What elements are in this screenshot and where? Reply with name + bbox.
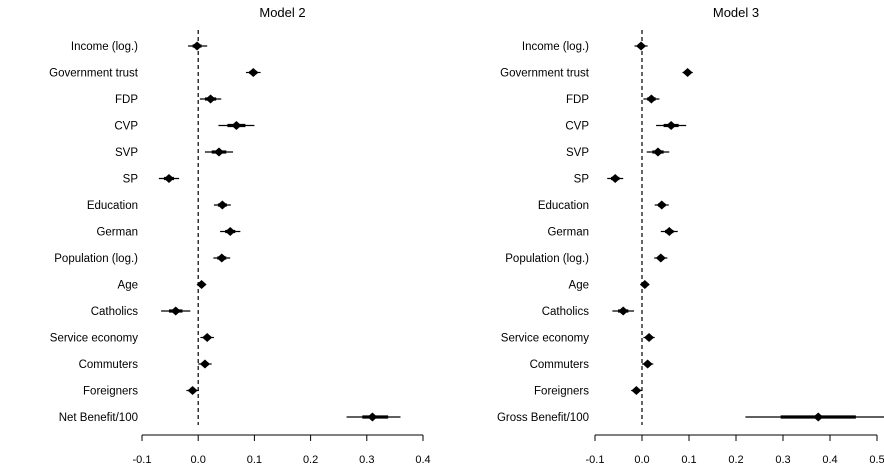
model-2-x-tick-label: 0.2: [303, 454, 318, 466]
model-3-x-tick-label: 0.5: [869, 454, 884, 466]
model-2-commuters-label: Commuters: [79, 359, 139, 371]
model-2-service-economy-point-estimate: [202, 333, 213, 342]
model-3-government-trust-label: Government trust: [500, 68, 590, 80]
model-3-foreigners-point-estimate: [631, 386, 642, 395]
model-3-cvp-label: CVP: [565, 121, 589, 133]
model-3-government-trust-point-estimate: [682, 68, 693, 77]
model-3-x-tick-label: 0.4: [822, 454, 837, 466]
model-3-income-log-point-estimate: [636, 41, 647, 51]
model-2-fdp-point-estimate: [205, 94, 216, 104]
model-2-x-axis: -0.1 0.0 0.1 0.2 0.3 0.4: [133, 434, 431, 466]
model-3-gross-benefit-100-label: Gross Benefit/100: [497, 412, 589, 424]
model-2-variable-labels: Income (log.) Government trust FDP CVP SVP SP…: [49, 41, 139, 424]
model-2-foreigners-label: Foreigners: [83, 386, 138, 398]
model-3-x-tick-label: -0.1: [586, 454, 605, 466]
model-3-service-economy-label: Service economy: [501, 333, 589, 345]
model-2-fdp-label: FDP: [115, 94, 138, 106]
model-2-income-log-point-estimate: [192, 41, 203, 51]
model-3-x-tick-label: 0.3: [775, 454, 790, 466]
model-3-service-economy-point-estimate: [644, 333, 655, 342]
model-3-cvp-point-estimate: [666, 121, 677, 130]
model-3-education-point-estimate: [656, 200, 667, 210]
model-2-population-log-point-estimate: [216, 253, 227, 263]
model-2-german-point-estimate: [225, 227, 236, 236]
model-3-catholics-label: Catholics: [542, 306, 590, 318]
model-2-x-tick-label: -0.1: [133, 454, 152, 466]
model-2-government-trust-point-estimate: [248, 68, 259, 77]
model-3-sp-label: SP: [574, 174, 590, 186]
model-2-net-benefit-100-label: Net Benefit/100: [59, 412, 138, 424]
model-3-x-tick-label: 0.1: [681, 454, 696, 466]
model-2-sp-point-estimate: [163, 174, 174, 183]
model-3-estimates: [607, 41, 884, 422]
model-3-german-label: German: [547, 227, 589, 239]
model-3-german-point-estimate: [664, 227, 675, 236]
model-2-cvp-point-estimate: [231, 121, 242, 130]
model-3-fdp-point-estimate: [646, 94, 657, 104]
model-2-estimates: [158, 41, 401, 422]
model-3-x-tick-label: 0.2: [728, 454, 743, 466]
model-2-foreigners-point-estimate: [187, 386, 198, 395]
model-2-x-tick-label: 0.4: [415, 454, 430, 466]
model-2-x-tick-label: 0.1: [247, 454, 262, 466]
model-2-cvp-label: CVP: [114, 121, 138, 133]
model-3-variable-labels: Income (log.) Government trust FDP CVP SVP SP…: [497, 41, 590, 424]
model-2-svp-point-estimate: [213, 147, 224, 157]
model-2-government-trust-label: Government trust: [49, 68, 139, 80]
model-3-svp-point-estimate: [652, 147, 663, 157]
model-2-net-benefit-100-point-estimate: [367, 412, 378, 422]
model-3-foreigners-label: Foreigners: [534, 386, 589, 398]
model-3-panel: Model 3 Income (log.) Government trust FDP…: [497, 5, 884, 466]
model-3-commuters-point-estimate: [642, 359, 653, 369]
model-3-income-log-label: Income (log.): [522, 41, 589, 53]
model-2-income-log-label: Income (log.): [71, 41, 138, 53]
model-2-x-tick-label: 0.3: [359, 454, 374, 466]
model-2-sp-label: SP: [123, 174, 139, 186]
model-3-catholics-point-estimate: [618, 306, 629, 316]
model-2-catholics-label: Catholics: [91, 306, 139, 318]
model-3-title: Model 3: [713, 5, 759, 20]
model-2-x-tick-label: 0.0: [191, 454, 206, 466]
model-2-service-economy-label: Service economy: [50, 333, 138, 345]
model-3-x-axis: -0.1 0.0 0.1 0.2 0.3 0.4 0.5: [586, 434, 884, 466]
model-3-fdp-label: FDP: [566, 94, 589, 106]
model-3-education-label: Education: [538, 200, 589, 212]
model-2-education-label: Education: [87, 200, 138, 212]
model-3-age-label: Age: [569, 280, 589, 292]
model-2-age-label: Age: [118, 280, 138, 292]
model-2-panel: Model 2 Income (log.) Government trust FDP…: [49, 5, 430, 466]
model-2-svp-label: SVP: [115, 147, 138, 159]
model-2-catholics-point-estimate: [170, 306, 181, 316]
model-3-population-log-label: Population (log.): [505, 253, 589, 265]
model-2-title: Model 2: [259, 5, 305, 20]
model-3-sp-point-estimate: [610, 174, 621, 183]
model-2-german-label: German: [96, 227, 138, 239]
model-3-commuters-label: Commuters: [530, 359, 590, 371]
model-3-svp-label: SVP: [566, 147, 589, 159]
model-2-education-point-estimate: [217, 200, 228, 210]
model-3-age-point-estimate: [639, 280, 650, 289]
model-3-x-tick-label: 0.0: [634, 454, 649, 466]
model-2-commuters-point-estimate: [199, 359, 210, 369]
model-2-age-point-estimate: [196, 280, 207, 289]
model-3-gross-benefit-100-point-estimate: [813, 412, 824, 422]
model-2-population-log-label: Population (log.): [54, 253, 138, 265]
model-3-population-log-point-estimate: [655, 253, 666, 263]
